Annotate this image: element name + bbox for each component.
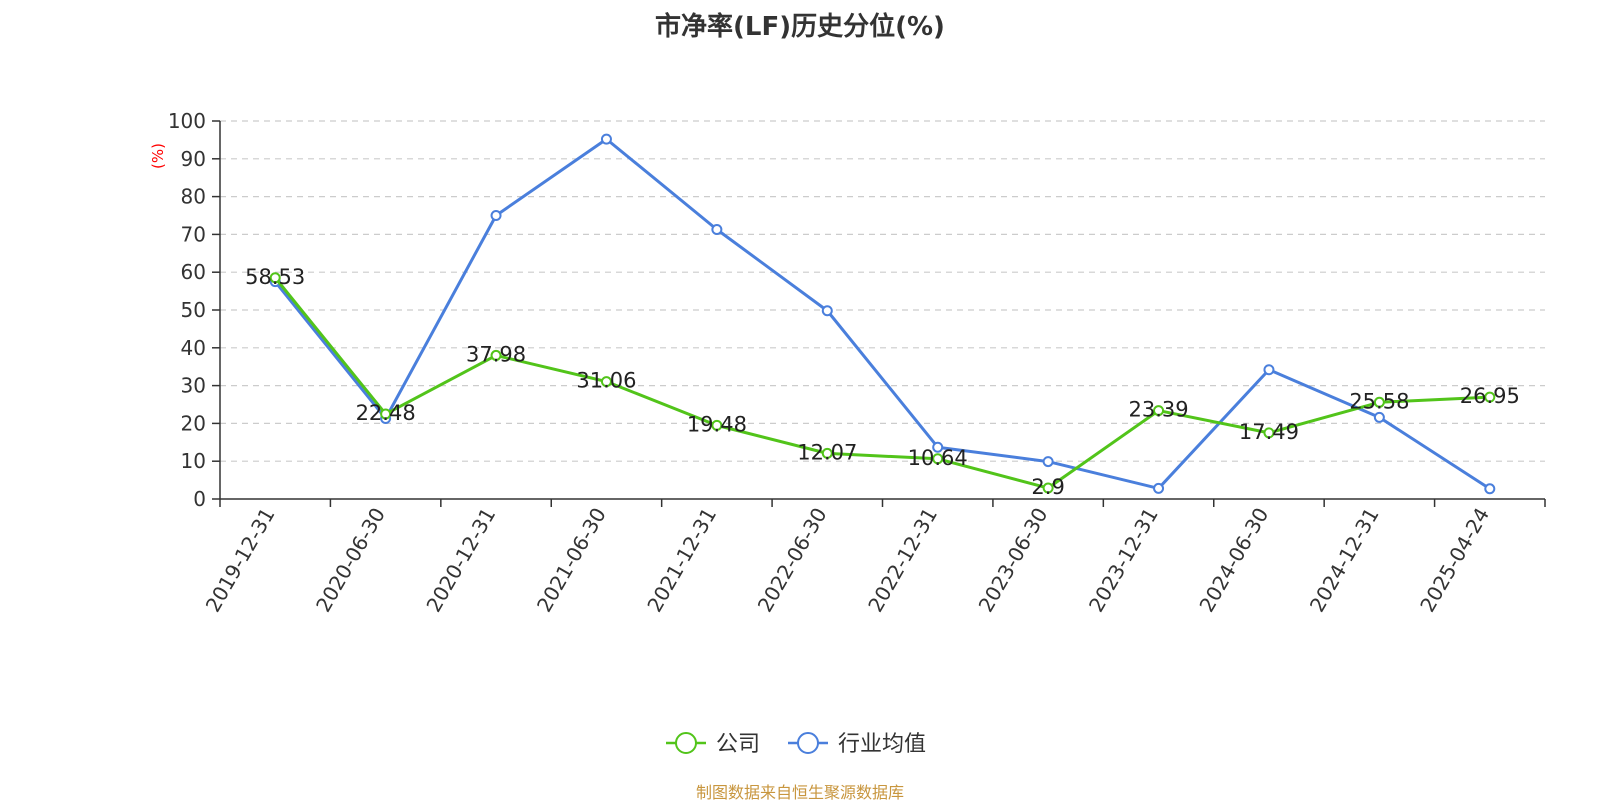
data-point: [1042, 456, 1054, 468]
y-tick-label: 80: [181, 185, 206, 209]
x-tick-label: 2019-12-31: [201, 504, 280, 617]
y-tick-label: 30: [181, 374, 206, 398]
x-tick-label: 2020-06-30: [311, 504, 390, 617]
data-label: 10.64: [908, 446, 968, 470]
legend-item[interactable]: 公司: [666, 732, 760, 757]
legend-item[interactable]: 行业均值: [788, 732, 926, 757]
data-point: [380, 408, 392, 420]
source-note: 制图数据来自恒生聚源数据库: [695, 783, 904, 802]
series: [269, 133, 1496, 495]
data-point: [269, 272, 281, 284]
legend-marker: [797, 732, 819, 754]
data-point: [821, 305, 833, 317]
data-point: [490, 210, 502, 221]
legend[interactable]: 公司 行业均值: [666, 732, 926, 757]
legend-label: 公司: [716, 732, 760, 757]
data-label: 19.48: [687, 412, 747, 436]
axes: 0 10 20 30 40 50 60 70 80 90 100(%) 2019-12-31 2020-…: [149, 109, 1546, 617]
data-label: 22.48: [356, 401, 416, 425]
y-tick-label: 100: [168, 109, 206, 133]
data-label: 2.9: [1031, 475, 1064, 499]
data-point: [1484, 483, 1496, 495]
data-point: [1263, 427, 1275, 439]
y-axis-label: (%): [149, 143, 167, 169]
y-tick-label: 70: [181, 222, 206, 246]
data-point: [1042, 482, 1054, 494]
data-point: [600, 376, 612, 388]
data-point: [1373, 396, 1385, 408]
data-label: 31.06: [576, 369, 636, 393]
x-tick-label: 2022-06-30: [753, 504, 832, 617]
data-point: [711, 223, 723, 235]
series-line: [274, 137, 1491, 491]
legend-marker: [675, 732, 697, 754]
data-label: 23.39: [1128, 398, 1188, 422]
chart-title: 市净率(LF)历史分位(%): [655, 12, 945, 42]
data-label: 17.49: [1239, 420, 1299, 444]
data-label: 58.53: [245, 265, 305, 289]
x-tick-label: 2023-06-30: [974, 504, 1053, 617]
y-tick-label: 0: [193, 487, 206, 511]
x-tick-label: 2020-12-31: [421, 503, 500, 616]
data-point: [490, 349, 502, 361]
data-point: [1153, 405, 1165, 417]
x-tick-label: 2025-04-24: [1415, 504, 1494, 617]
x-tick-label: 2022-12-31: [863, 503, 942, 616]
x-tick-label: 2023-12-31: [1084, 504, 1163, 617]
data-point: [932, 453, 944, 465]
data-point: [711, 419, 723, 431]
data-point: [932, 441, 944, 453]
y-tick-label: 20: [181, 411, 206, 435]
data-labels: 58.53 22.48 37.98 31.06 19.48 12.07 10.64 2.9 23…: [245, 265, 1520, 499]
data-point: [821, 447, 833, 459]
x-tick-label: 2021-12-31: [642, 504, 721, 617]
data-label: 37.98: [466, 342, 526, 366]
data-label: 12.07: [797, 440, 857, 464]
data-label: 26.95: [1460, 384, 1520, 408]
legend-label: 行业均值: [838, 732, 926, 757]
series-line: [274, 276, 1490, 490]
data-point: [600, 133, 612, 145]
y-tick-label: 60: [181, 260, 206, 284]
data-point: [1263, 364, 1275, 376]
x-tick-label: 2024-12-31: [1305, 504, 1384, 617]
data-label: 25.58: [1349, 389, 1409, 413]
data-point: [1373, 411, 1385, 423]
y-tick-label: 40: [181, 336, 206, 360]
y-tick-label: 90: [181, 147, 206, 171]
data-point: [1153, 482, 1165, 494]
x-tick-label: 2021-06-30: [532, 504, 611, 617]
x-tick-label: 2024-06-30: [1194, 504, 1273, 617]
y-tick-label: 50: [181, 298, 206, 322]
y-tick-label: 10: [181, 449, 206, 473]
data-point: [1484, 391, 1496, 403]
